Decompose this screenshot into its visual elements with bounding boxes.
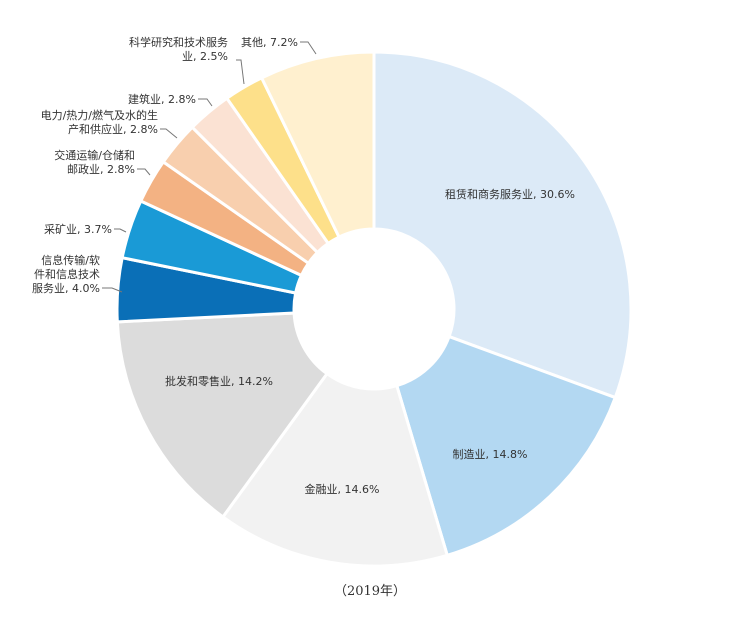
slice-label-line: 其他, 7.2% xyxy=(241,36,298,49)
slice-label-line: 交通运输/仓储和 xyxy=(54,148,135,162)
slice-label-3: 批发和零售业, 14.2% xyxy=(165,374,273,388)
leader-line-7 xyxy=(160,128,178,139)
leader-line-9 xyxy=(236,59,245,85)
leader-line-10 xyxy=(300,41,317,55)
slice-label-8: 建筑业, 2.8% xyxy=(128,92,196,106)
slice-label-line: 金融业, 14.6% xyxy=(305,482,380,496)
slice-label-line: 件和信息技术 xyxy=(34,267,100,281)
slice-label-9: 科学研究和技术服务业, 2.5% xyxy=(129,35,228,63)
slice-label-line: 制造业, 14.8% xyxy=(453,447,528,461)
slice-label-2: 金融业, 14.6% xyxy=(305,482,380,496)
slice-label-line: 产和供应业, 2.8% xyxy=(68,122,158,136)
chart-caption: （2019年） xyxy=(333,584,407,599)
slice-label-6: 交通运输/仓储和邮政业, 2.8% xyxy=(54,148,135,176)
leader-line-5 xyxy=(114,228,127,233)
slice-label-line: 电力/热力/燃气及水的生 xyxy=(41,108,158,122)
slice-label-line: 采矿业, 3.7% xyxy=(44,223,112,236)
leader-line-4 xyxy=(102,287,123,293)
leader-line-8 xyxy=(198,98,213,107)
pie-slice-2 xyxy=(220,371,450,568)
slice-label-7: 电力/热力/燃气及水的生产和供应业, 2.8% xyxy=(41,108,158,136)
slice-label-line: 业, 2.5% xyxy=(182,50,228,63)
slice-label-line: 批发和零售业, 14.2% xyxy=(165,374,273,388)
pie-slice-0 xyxy=(372,50,633,400)
slice-label-line: 服务业, 4.0% xyxy=(32,282,100,295)
slice-label-line: 科学研究和技术服务 xyxy=(129,35,228,49)
slice-label-1: 制造业, 14.8% xyxy=(453,447,528,461)
slice-label-5: 采矿业, 3.7% xyxy=(44,223,112,236)
slice-label-10: 其他, 7.2% xyxy=(241,36,298,49)
slice-label-4: 信息传输/软件和信息技术服务业, 4.0% xyxy=(32,253,100,295)
slice-label-0: 租赁和商务服务业, 30.6% xyxy=(445,187,575,201)
slice-label-line: 建筑业, 2.8% xyxy=(128,92,196,106)
pie-slice-3 xyxy=(115,311,330,520)
slice-label-line: 信息传输/软 xyxy=(41,253,100,267)
leader-line-6 xyxy=(137,168,151,176)
slice-label-line: 邮政业, 2.8% xyxy=(67,162,135,176)
slice-label-line: 租赁和商务服务业, 30.6% xyxy=(445,187,575,201)
pie-slice-10 xyxy=(259,50,376,240)
pie-slice-1 xyxy=(394,334,618,558)
